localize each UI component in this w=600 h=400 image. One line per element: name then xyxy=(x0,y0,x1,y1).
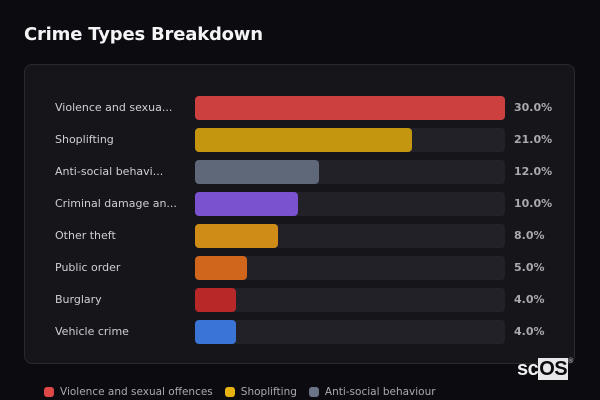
bar-fill[interactable] xyxy=(195,128,412,152)
bar-label: Shoplifting xyxy=(55,133,114,146)
bar-track xyxy=(195,224,505,248)
bar-fill[interactable] xyxy=(195,96,505,120)
bar-row: Shoplifting 21.0% xyxy=(25,128,574,152)
bar-track xyxy=(195,128,505,152)
legend-item[interactable]: Anti-social behaviour xyxy=(308,386,436,398)
bar-fill[interactable] xyxy=(195,256,247,280)
bar-row: Burglary 4.0% xyxy=(25,288,574,312)
legend-label: Anti-social behaviour xyxy=(324,386,436,398)
chart-legend: Violence and sexual offences Shoplifting A… xyxy=(44,386,436,398)
bar-value: 30.0% xyxy=(514,101,553,114)
bar-label: Burglary xyxy=(55,293,102,306)
bar-track xyxy=(195,192,505,216)
bar-label: Vehicle crime xyxy=(55,325,129,338)
bar-fill[interactable] xyxy=(195,192,299,216)
bar-track xyxy=(195,256,505,280)
bar-label: Violence and sexua... xyxy=(55,101,173,114)
bar-value: 10.0% xyxy=(514,197,553,210)
bar-fill[interactable] xyxy=(195,288,237,312)
bar-fill[interactable] xyxy=(195,224,278,248)
bar-row: Vehicle crime 4.0% xyxy=(25,320,574,344)
scos-logo: scOS® xyxy=(517,358,573,381)
logo-text-os: OS xyxy=(538,358,569,380)
bar-row: Other theft 8.0% xyxy=(25,224,574,248)
bar-label: Criminal damage an... xyxy=(55,197,177,210)
bar-value: 4.0% xyxy=(514,325,545,338)
registered-mark: ® xyxy=(568,358,573,365)
bar-track xyxy=(195,320,505,344)
bar-value: 8.0% xyxy=(514,229,545,242)
legend-swatch-icon xyxy=(44,387,54,397)
legend-swatch-icon xyxy=(308,387,319,397)
bar-label: Public order xyxy=(55,261,121,274)
bar-row: Criminal damage an... 10.0% xyxy=(25,192,574,216)
bar-value: 12.0% xyxy=(514,165,553,178)
bar-label: Anti-social behavi... xyxy=(55,165,164,178)
bar-fill[interactable] xyxy=(195,320,237,344)
bar-row: Public order 5.0% xyxy=(25,256,574,280)
bar-track xyxy=(195,288,505,312)
bar-value: 4.0% xyxy=(514,293,545,306)
logo-text-sc: sc xyxy=(517,358,539,380)
legend-item[interactable]: Violence and sexual offences xyxy=(44,386,213,398)
legend-item[interactable]: Shoplifting xyxy=(224,386,297,398)
chart-card: Violence and sexua... 30.0% Shoplifting 21.… xyxy=(24,64,575,364)
bar-track xyxy=(195,160,505,184)
legend-label: Shoplifting xyxy=(240,386,297,398)
bar-track xyxy=(195,96,505,120)
bar-row: Violence and sexua... 30.0% xyxy=(25,96,574,120)
bar-row: Anti-social behavi... 12.0% xyxy=(25,160,574,184)
bar-value: 5.0% xyxy=(514,261,545,274)
bar-value: 21.0% xyxy=(514,133,553,146)
bar-label: Other theft xyxy=(55,229,116,242)
legend-swatch-icon xyxy=(224,387,235,397)
legend-label: Violence and sexual offences xyxy=(60,386,213,398)
bar-fill[interactable] xyxy=(195,160,319,184)
page-title: Crime Types Breakdown xyxy=(24,24,263,45)
